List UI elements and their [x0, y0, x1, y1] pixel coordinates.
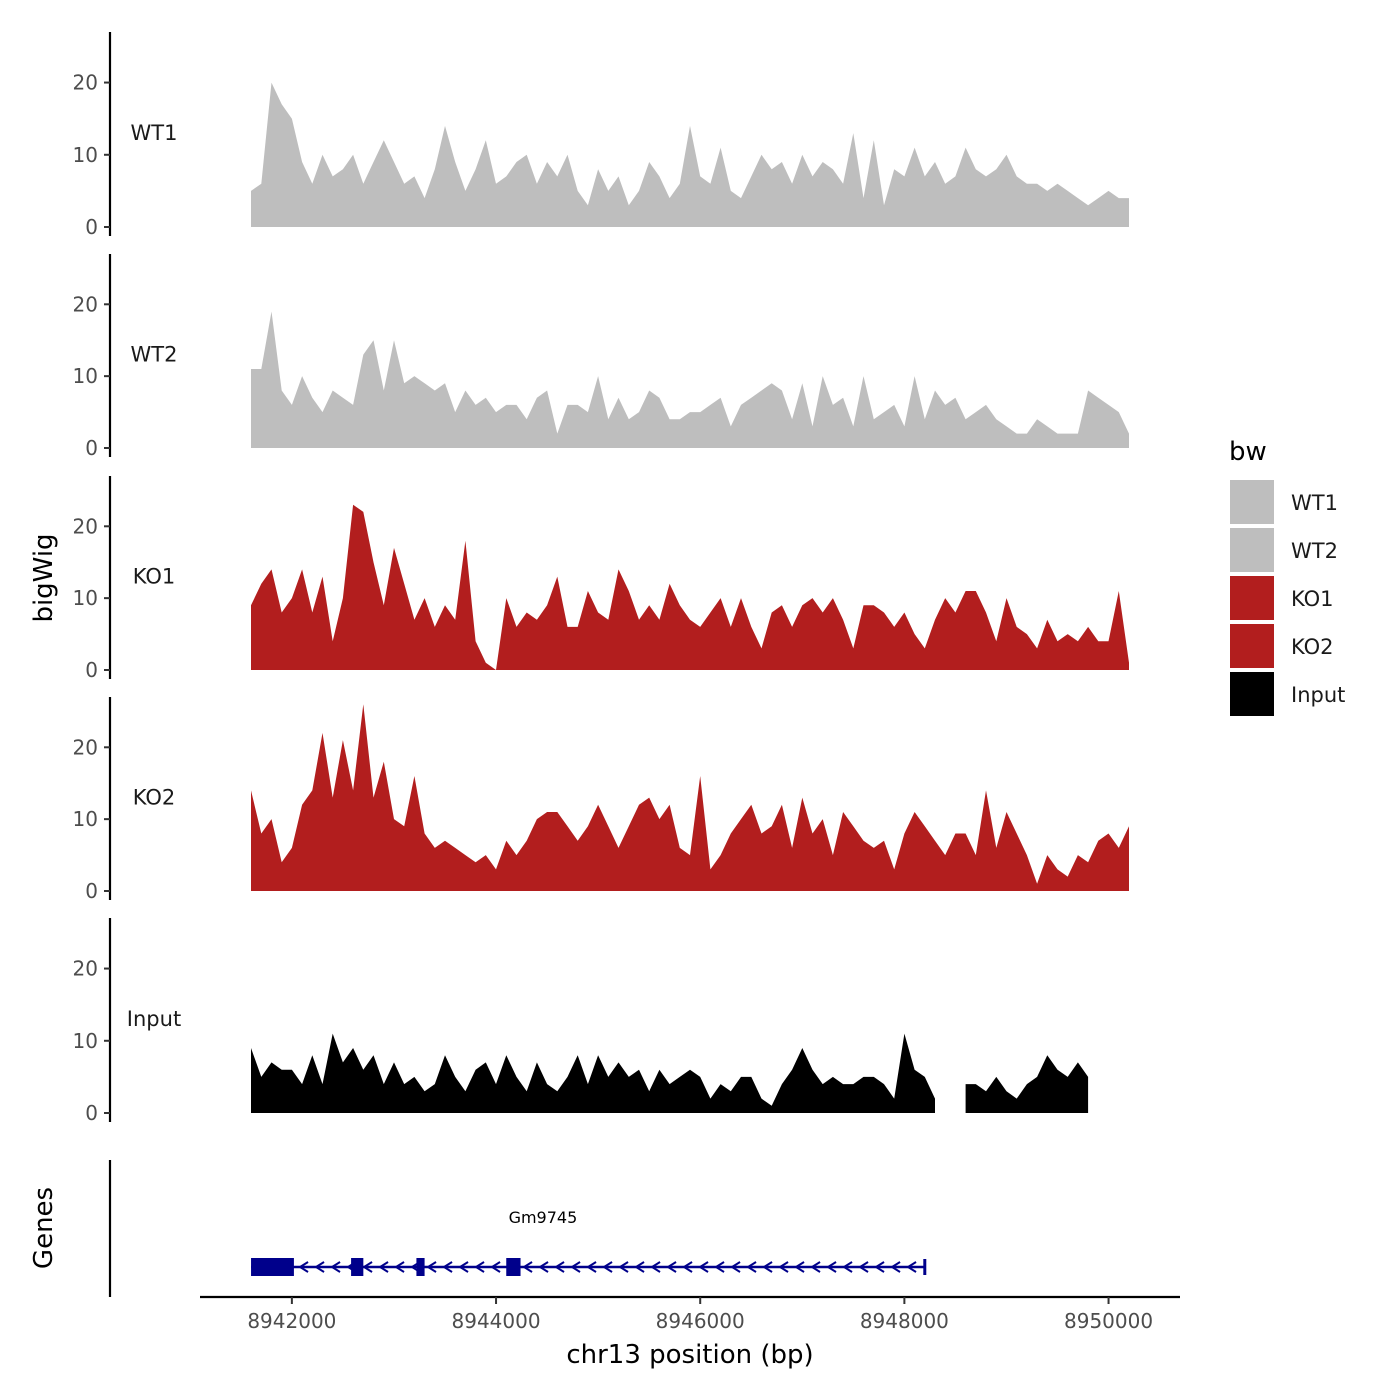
strand-arrow [746, 1261, 757, 1273]
legend-swatch [1230, 672, 1274, 716]
x-tick-label: 8950000 [1064, 1309, 1153, 1333]
track-wt1: 0 10 20 WT1 [73, 32, 1129, 239]
legend-label: KO1 [1291, 587, 1334, 611]
track-ko2: 0 10 20 KO2 [73, 697, 1129, 903]
y-tick-label: 20 [73, 735, 98, 759]
strand-arrow [522, 1261, 533, 1273]
legend-swatch [1230, 576, 1274, 620]
x-tick-label: 8942000 [247, 1309, 336, 1333]
legend-label: Input [1291, 683, 1345, 707]
y-tick-label: 10 [73, 807, 98, 831]
gene-exon [416, 1258, 425, 1276]
strand-arrow [362, 1261, 373, 1273]
x-tick-label: 8946000 [656, 1309, 745, 1333]
track-label: KO2 [133, 786, 176, 810]
y-tick-label: 0 [85, 215, 98, 239]
gene-panel: Gm9745 [108, 1160, 927, 1297]
strand-arrow [698, 1261, 709, 1273]
strand-arrow [538, 1261, 549, 1273]
legend-label: KO2 [1291, 635, 1334, 659]
strand-arrow [378, 1261, 389, 1273]
strand-arrow [794, 1261, 805, 1273]
y-tick-label: 0 [85, 1101, 98, 1125]
strand-arrow [570, 1261, 581, 1273]
y-tick-label: 0 [85, 879, 98, 903]
strand-arrow [474, 1261, 485, 1273]
legend-label: WT2 [1291, 539, 1338, 563]
strand-arrow [298, 1261, 309, 1273]
strand-arrow [618, 1261, 629, 1273]
track-input: 0 10 20 Input [73, 918, 1089, 1125]
strand-arrow [330, 1261, 341, 1273]
y-tick-label: 10 [73, 364, 98, 388]
y-tick-label: 20 [73, 514, 98, 538]
strand-arrow [778, 1261, 789, 1273]
strand-arrow [426, 1261, 437, 1273]
strand-arrow [554, 1261, 565, 1273]
y-tick-label: 20 [73, 71, 98, 95]
area-wt2 [251, 311, 1129, 448]
strand-arrow [682, 1261, 693, 1273]
y-tick-label: 20 [73, 957, 98, 981]
gene-exon [251, 1258, 294, 1276]
area-input [251, 1033, 935, 1113]
strand-arrow [586, 1261, 597, 1273]
x-tick-label: 8948000 [860, 1309, 949, 1333]
x-axis: 8942000 8944000 8946000 8948000 8950000 [200, 1295, 1180, 1333]
strand-arrow [874, 1261, 885, 1273]
strand-arrow [714, 1261, 725, 1273]
y-tick-label: 10 [73, 586, 98, 610]
strand-arrow [314, 1261, 325, 1273]
strand-arrow [890, 1261, 901, 1273]
strand-arrow [650, 1261, 661, 1273]
strand-arrow [602, 1261, 613, 1273]
y-tick-label: 10 [73, 1029, 98, 1053]
track-wt2: 0 10 20 WT2 [73, 254, 1129, 460]
tracks-layer: 0 10 20 WT1 0 10 20 WT2 0 10 20 KO1 0 10 20 KO2 0 10 20 Inp… [73, 32, 1129, 1125]
track-label: Input [127, 1007, 181, 1031]
strand-arrow [842, 1261, 853, 1273]
strand-arrow [810, 1261, 821, 1273]
strand-arrow [762, 1261, 773, 1273]
area-ko2 [251, 704, 1129, 891]
track-label: WT1 [131, 121, 178, 145]
strand-arrow [442, 1261, 453, 1273]
strand-arrow [490, 1261, 501, 1273]
y-tick-label: 0 [85, 436, 98, 460]
gene-exon [351, 1258, 364, 1276]
area-ko1 [251, 504, 1129, 670]
legend-label: WT1 [1291, 491, 1338, 515]
strand-arrow [458, 1261, 469, 1273]
legend: bw WT1 WT2 KO1 KO2 Input [1229, 437, 1345, 716]
x-axis-title: chr13 position (bp) [566, 1340, 813, 1370]
legend-swatch [1230, 624, 1274, 668]
strand-arrow [730, 1261, 741, 1273]
legend-swatch [1230, 480, 1274, 524]
y-tick-label: 20 [73, 292, 98, 316]
y-tick-label: 0 [85, 658, 98, 682]
track-label: KO1 [133, 565, 176, 589]
track-ko1: 0 10 20 KO1 [73, 476, 1129, 682]
strand-arrow [826, 1261, 837, 1273]
strand-arrow [858, 1261, 869, 1273]
area-input [965, 1055, 1089, 1113]
y-axis-title: bigWig [29, 533, 59, 622]
y-tick-label: 10 [73, 143, 98, 167]
gene-name-label: Gm9745 [509, 1208, 578, 1227]
legend-swatch [1230, 528, 1274, 572]
strand-arrow [634, 1261, 645, 1273]
genes-axis-title: Genes [29, 1187, 59, 1269]
legend-title: bw [1229, 437, 1267, 467]
x-tick-label: 8944000 [452, 1309, 541, 1333]
gene-exon [506, 1258, 521, 1276]
strand-arrow [394, 1261, 405, 1273]
strand-arrow [666, 1261, 677, 1273]
track-label: WT2 [131, 343, 178, 367]
area-wt1 [251, 82, 1129, 227]
strand-arrow [906, 1261, 917, 1273]
